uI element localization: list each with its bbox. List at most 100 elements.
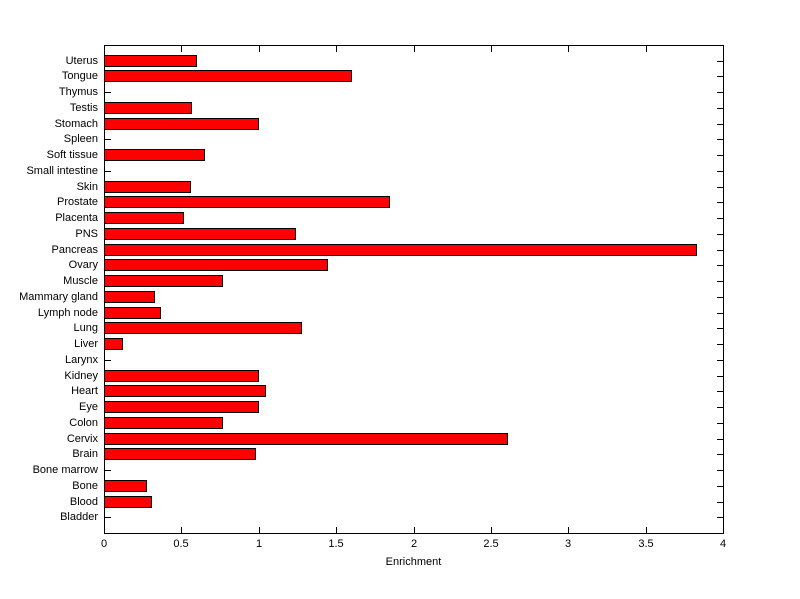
bar	[104, 70, 352, 82]
x-tick-bottom	[259, 527, 260, 533]
category-label: Spleen	[63, 133, 98, 145]
x-tick-bottom	[181, 527, 182, 533]
category-label: Lymph node	[37, 307, 98, 319]
category-label: Stomach	[54, 118, 98, 130]
bar	[104, 385, 266, 397]
category-label: Bone	[72, 480, 98, 492]
y-tick-right	[717, 108, 723, 109]
x-tick-bottom	[568, 527, 569, 533]
bar	[104, 196, 390, 208]
y-tick-left	[105, 139, 111, 140]
category-label: Blood	[69, 496, 98, 508]
x-tick-top	[723, 46, 724, 52]
y-tick-right	[717, 139, 723, 140]
x-tick-label: 1.5	[328, 538, 344, 550]
category-label: Lung	[73, 322, 98, 334]
category-label: Brain	[72, 448, 98, 460]
bar	[104, 322, 302, 334]
x-tick-bottom	[723, 527, 724, 533]
x-tick-bottom	[491, 527, 492, 533]
category-label: Heart	[71, 385, 98, 397]
category-label: Cervix	[66, 433, 98, 445]
y-tick-right	[717, 265, 723, 266]
category-label: Pancreas	[51, 244, 98, 256]
y-tick-right	[717, 423, 723, 424]
bar	[104, 181, 191, 193]
bar	[104, 212, 184, 224]
x-tick-label: 2	[410, 538, 418, 550]
bar	[104, 291, 155, 303]
bar	[104, 118, 259, 130]
y-tick-right	[717, 407, 723, 408]
category-label: Mammary gland	[19, 291, 98, 303]
category-label: Liver	[74, 338, 98, 350]
x-tick-bottom	[104, 527, 105, 533]
bar	[104, 244, 697, 256]
x-axis-title: Enrichment	[385, 556, 442, 568]
y-tick-left	[105, 517, 111, 518]
bar	[104, 307, 161, 319]
category-label: Colon	[69, 417, 98, 429]
x-tick-label: 4	[719, 538, 727, 550]
y-tick-right	[717, 470, 723, 471]
bar	[104, 496, 152, 508]
category-label: Prostate	[57, 196, 98, 208]
x-tick-label: 3	[564, 538, 572, 550]
y-tick-right	[717, 281, 723, 282]
y-tick-right	[717, 92, 723, 93]
bar	[104, 275, 223, 287]
x-tick-top	[104, 46, 105, 52]
category-label: Skin	[76, 181, 98, 193]
category-label: Small intestine	[26, 165, 98, 177]
category-label: PNS	[75, 228, 98, 240]
x-tick-label: 3.5	[638, 538, 654, 550]
bar	[104, 433, 508, 445]
y-tick-right	[717, 234, 723, 235]
y-tick-right	[717, 391, 723, 392]
y-tick-right	[717, 376, 723, 377]
x-tick-top	[646, 46, 647, 52]
category-label: Ovary	[68, 259, 98, 271]
y-tick-right	[717, 517, 723, 518]
bar	[104, 102, 192, 114]
x-tick-top	[568, 46, 569, 52]
y-tick-right	[717, 502, 723, 503]
category-label: Testis	[69, 102, 98, 114]
y-tick-right	[717, 76, 723, 77]
category-label: Larynx	[64, 354, 98, 366]
y-tick-right	[717, 328, 723, 329]
x-tick-top	[491, 46, 492, 52]
y-tick-right	[717, 61, 723, 62]
y-tick-right	[717, 187, 723, 188]
bar	[104, 55, 197, 67]
bar	[104, 417, 223, 429]
y-tick-right	[717, 171, 723, 172]
y-tick-left	[105, 360, 111, 361]
category-label: Bladder	[60, 511, 98, 523]
x-tick-bottom	[646, 527, 647, 533]
x-tick-label: 2.5	[483, 538, 499, 550]
y-tick-right	[717, 202, 723, 203]
bar	[104, 480, 147, 492]
y-tick-right	[717, 454, 723, 455]
bar	[104, 338, 123, 350]
category-label: Uterus	[65, 55, 98, 67]
x-tick-top	[336, 46, 337, 52]
y-tick-left	[105, 171, 111, 172]
x-tick-label: 0.5	[173, 538, 189, 550]
x-tick-bottom	[414, 527, 415, 533]
x-tick-label: 0	[100, 538, 108, 550]
bar	[104, 448, 256, 460]
y-tick-right	[717, 250, 723, 251]
category-label: Eye	[79, 401, 98, 413]
x-tick-top	[181, 46, 182, 52]
bar	[104, 259, 328, 271]
y-tick-right	[717, 439, 723, 440]
x-tick-bottom	[336, 527, 337, 533]
category-label: Soft tissue	[46, 149, 98, 161]
y-tick-right	[717, 360, 723, 361]
y-tick-left	[105, 470, 111, 471]
x-tick-label: 1	[255, 538, 263, 550]
x-tick-top	[414, 46, 415, 52]
